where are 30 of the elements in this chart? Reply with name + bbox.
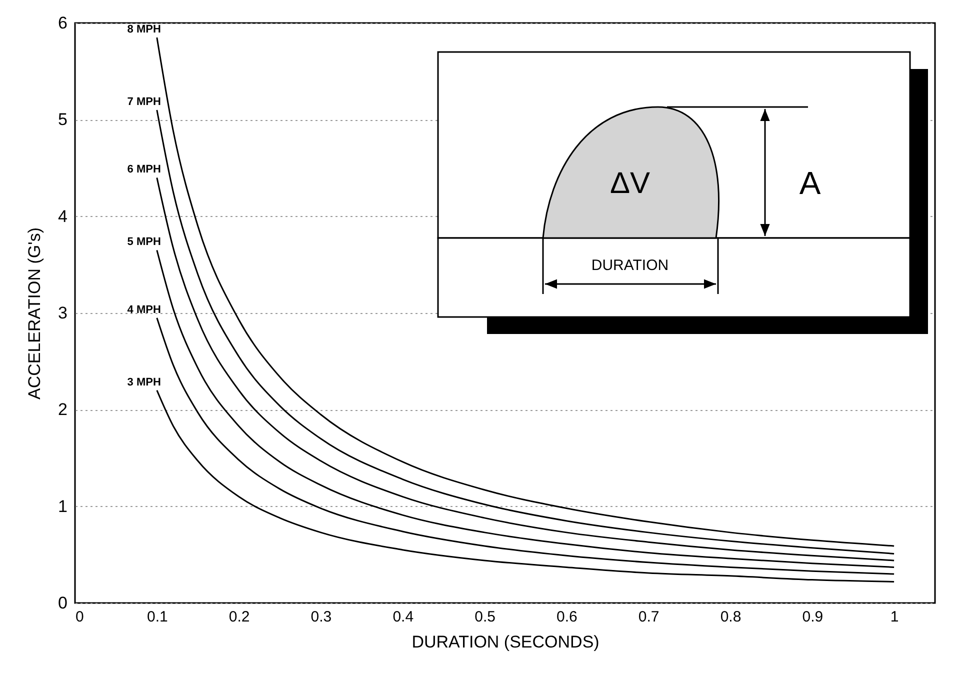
y-tick-label: 0 [58,594,68,612]
series-label: 4 MPH [127,304,161,316]
x-tick-label: 1 [890,608,899,626]
x-tick-label: 0.4 [392,608,414,626]
y-tick-label: 6 [58,14,68,32]
x-tick-label: 0.1 [146,608,168,626]
series-label: 3 MPH [127,376,161,388]
series-label: 8 MPH [127,24,161,36]
x-tick-label: 0.6 [556,608,578,626]
x-tick-label: 0.5 [474,608,496,626]
y-tick-label: 1 [58,496,68,516]
series-label: 7 MPH [127,96,161,108]
annotation: A [799,165,822,201]
x-tick-label: 0 [76,608,84,626]
annotation: DURATION [591,257,669,274]
line-series [156,390,895,582]
y-tick-label: 4 [58,206,68,226]
x-tick-label: 0.7 [638,608,660,626]
y-axis-title: ACCELERATION (G's) [25,227,44,400]
x-axis-title: DURATION (SECONDS) [412,632,600,652]
series-label: 5 MPH [127,236,161,248]
annotation: ΔV [610,167,650,200]
y-tick-label: 3 [58,304,68,322]
x-tick-label: 0.3 [310,608,332,626]
x-tick-label: 0.2 [228,608,250,626]
series-label: 6 MPH [127,164,161,176]
x-tick-label: 0.9 [802,608,824,626]
y-tick-label: 5 [58,110,68,130]
x-tick-label: 0.8 [720,608,742,626]
y-tick-label: 2 [58,400,68,420]
